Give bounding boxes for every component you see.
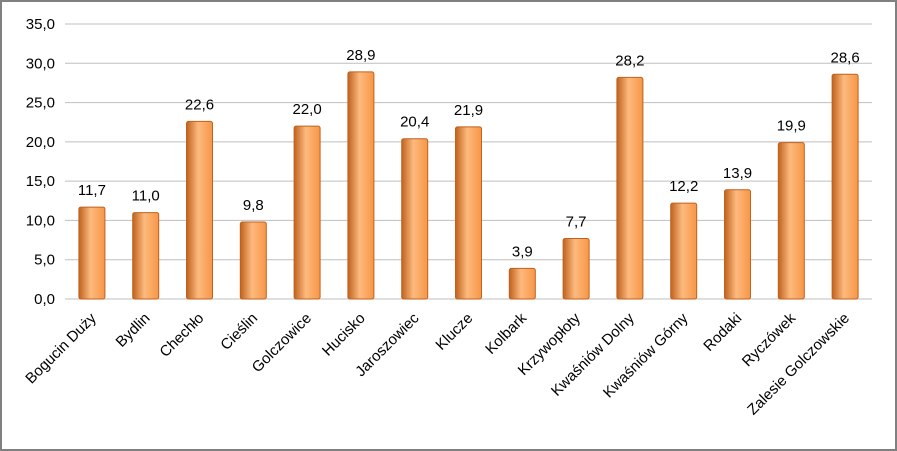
bar (777, 142, 805, 300)
bar (831, 73, 859, 300)
bar (239, 221, 267, 300)
y-tick-label: 20,0 (26, 134, 55, 151)
y-tick-label: 30,0 (26, 55, 55, 72)
data-label: 13,9 (723, 165, 752, 182)
y-tick-label: 15,0 (26, 173, 55, 190)
data-label: 21,9 (454, 102, 483, 119)
bar (401, 138, 429, 300)
bar (562, 238, 590, 300)
data-label: 7,7 (566, 214, 587, 231)
bar (186, 120, 213, 300)
x-category-label: Bogucin Duży (22, 309, 100, 387)
x-category-label: Klucze (432, 310, 476, 354)
y-tick-label: 35,0 (26, 16, 55, 33)
bar (670, 202, 698, 300)
data-label: 22,6 (185, 96, 214, 113)
y-tick-label: 5,0 (34, 252, 55, 269)
y-tick-label: 25,0 (26, 95, 55, 112)
y-axis-ticks: 0,0 5,0 10,0 15,0 20,0 25,0 30,0 35,0 (26, 16, 55, 308)
x-category-label: Hucisko (319, 310, 369, 360)
x-axis-labels: Bogucin Duży Bydlin Chechło CieślinGolczowi… (22, 309, 853, 418)
data-label: 20,4 (400, 114, 429, 131)
data-label: 28,6 (830, 49, 859, 66)
x-category-label: Rodaki (700, 310, 745, 355)
data-label: 28,9 (346, 47, 375, 64)
y-tick-label: 0,0 (34, 291, 55, 308)
data-label: 9,8 (243, 197, 264, 214)
data-label: 11,0 (132, 188, 160, 205)
data-label: 19,9 (777, 118, 806, 135)
data-labels: 11,7 11,0 22,6 9,8 22,0 28,9 20,4 21,9 3,9 7,7 28,… (78, 47, 860, 260)
x-category-label: Zalesie Golczowskie (744, 310, 853, 419)
bars (78, 71, 859, 300)
bar (293, 125, 321, 300)
bar (508, 267, 536, 300)
x-category-label: Cieślin (217, 310, 261, 354)
data-label: 28,2 (615, 52, 644, 69)
bar (347, 71, 375, 300)
data-label: 12,2 (669, 178, 698, 195)
bar (78, 206, 106, 300)
bar (724, 189, 751, 300)
data-label: 3,9 (512, 243, 533, 260)
bar (616, 76, 644, 300)
bar (132, 212, 160, 300)
data-label: 11,7 (78, 182, 106, 199)
x-category-label: Chechło (156, 310, 207, 361)
data-label: 22,0 (292, 101, 321, 118)
bar (455, 126, 482, 300)
x-category-label: Bydlin (113, 310, 154, 351)
y-tick-label: 10,0 (26, 212, 55, 229)
x-category-label: Kolbark (482, 309, 530, 357)
